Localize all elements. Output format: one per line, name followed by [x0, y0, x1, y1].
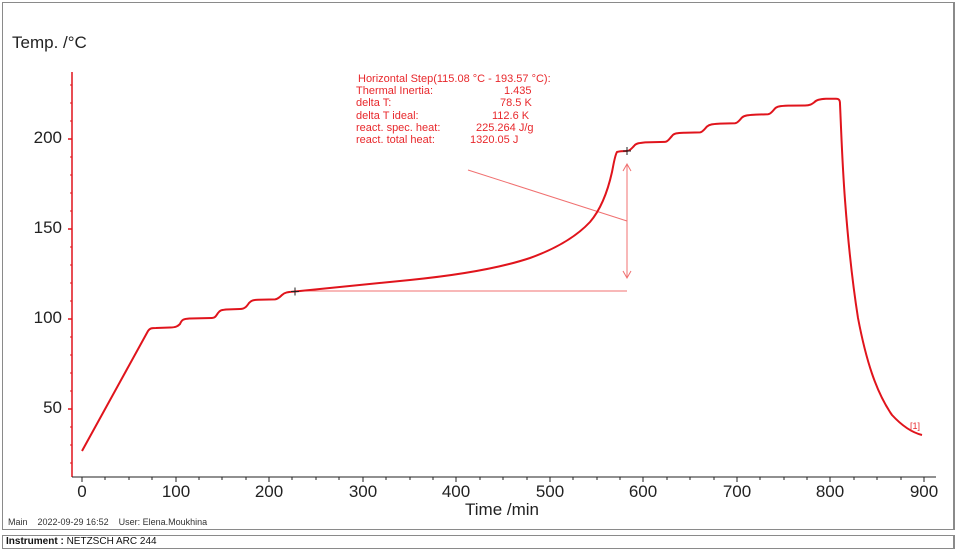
annotation-row: delta T ideal: 112.6 K [356, 110, 551, 122]
annotation-key: delta T ideal: [356, 109, 419, 122]
step-analysis-annotation: Horizontal Step(115.08 °C - 193.57 °C): … [356, 73, 551, 146]
step-annotation-title: Horizontal Step(115.08 °C - 193.57 °C): [358, 73, 551, 85]
x-tick-label: 700 [722, 482, 752, 501]
instrument-value: NETZSCH ARC 244 [66, 536, 157, 547]
user-label: User: Elena.Moukhina [118, 517, 208, 527]
y-tick-label: 50 [43, 398, 62, 417]
annotation-key: react. total heat: [356, 134, 435, 147]
annotation-value: 1.435 [504, 85, 532, 98]
x-tick-label: 100 [161, 482, 191, 501]
x-tick-label: 300 [348, 482, 378, 501]
x-axis-label: Time /min [465, 500, 539, 519]
x-tick-label: 800 [815, 482, 845, 501]
y-axis [68, 72, 73, 477]
annotation-value: 78.5 K [500, 97, 532, 110]
curve-label: [1] [910, 421, 921, 431]
y-tick-label: 150 [33, 218, 62, 237]
annotation-row: react. spec. heat: 225.264 J/g [356, 122, 551, 134]
datetime-label: 2022-09-29 16:52 [37, 517, 109, 527]
annotation-row: react. total heat: 1320.05 J [356, 134, 551, 146]
x-tick-label: 0 [77, 482, 87, 501]
delta-t-arrow [622, 162, 632, 280]
instrument-label: Instrument : [6, 536, 64, 547]
annotation-value: 112.6 K [492, 109, 530, 122]
x-axis-minor-ticks [104, 477, 902, 480]
segment-label: Main [8, 517, 28, 527]
y-tick-label: 100 [33, 308, 62, 327]
annotation-value: 225.264 J/g [476, 121, 534, 134]
annotation-key: delta T: [356, 97, 392, 110]
x-axis [72, 476, 936, 482]
x-tick-label: 500 [535, 482, 565, 501]
step-pointer-line [467, 169, 628, 222]
annotation-row: delta T: 78.5 K [356, 97, 551, 109]
instrument-bar: Instrument : NETZSCH ARC 244 [2, 535, 955, 549]
chart-frame [2, 2, 955, 530]
annotation-value: 1320.05 J [470, 134, 519, 147]
y-axis-label: Temp. /°C [12, 33, 87, 52]
x-tick-label: 200 [254, 482, 284, 501]
annotation-row: Thermal Inertia: 1.435 [356, 85, 551, 97]
annotation-key: react. spec. heat: [356, 121, 441, 134]
footer-meta: Main 2022-09-29 16:52 User: Elena.Moukhina [8, 517, 217, 527]
x-tick-label: 600 [628, 482, 658, 501]
y-axis-minor-ticks [70, 84, 72, 464]
step-end-marker [623, 147, 631, 155]
step-start-marker [291, 287, 299, 296]
x-tick-label: 900 [909, 482, 939, 501]
y-tick-label: 200 [33, 128, 62, 147]
x-tick-label: 400 [441, 482, 471, 501]
temperature-curve [81, 97, 923, 452]
annotation-key: Thermal Inertia: [356, 85, 434, 98]
